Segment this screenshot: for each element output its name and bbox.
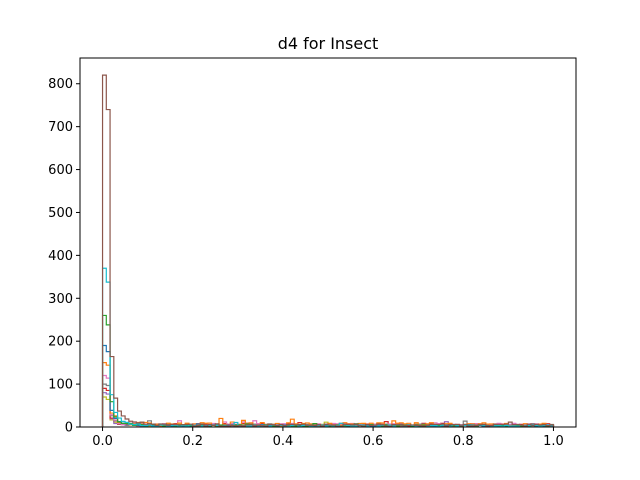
y-tick-label: 0	[65, 421, 73, 436]
x-tick-label: 0.8	[453, 434, 474, 449]
x-tick-label: 0.0	[92, 434, 113, 449]
y-tick-label: 300	[48, 292, 73, 307]
histogram-series	[101, 383, 555, 428]
y-tick-label: 400	[48, 249, 73, 264]
y-tick-label: 100	[48, 378, 73, 393]
x-axis: 0.0 0.2 0.4 0.6 0.8 1.0	[92, 427, 564, 449]
x-tick-label: 0.4	[273, 434, 294, 449]
y-tick-label: 800	[48, 77, 73, 92]
y-tick-label: 500	[48, 206, 73, 221]
x-tick-label: 0.6	[363, 434, 384, 449]
series-group	[101, 74, 555, 428]
histogram-series	[101, 74, 555, 428]
histogram-series	[101, 387, 555, 427]
y-tick-label: 700	[48, 120, 73, 135]
histogram-series	[101, 374, 555, 427]
histogram-series	[101, 314, 555, 428]
histogram-series	[101, 344, 555, 428]
y-tick-label: 200	[48, 335, 73, 350]
y-tick-label: 600	[48, 163, 73, 178]
x-tick-label: 1.0	[543, 434, 564, 449]
y-axis: 0 100 200 300 400 500 600 700 800	[48, 77, 80, 436]
plot-frame	[79, 57, 577, 428]
chart-title: d4 for Insect	[278, 34, 379, 53]
histogram-series	[101, 362, 555, 427]
histogram-series	[101, 267, 555, 428]
x-tick-label: 0.2	[182, 434, 203, 449]
